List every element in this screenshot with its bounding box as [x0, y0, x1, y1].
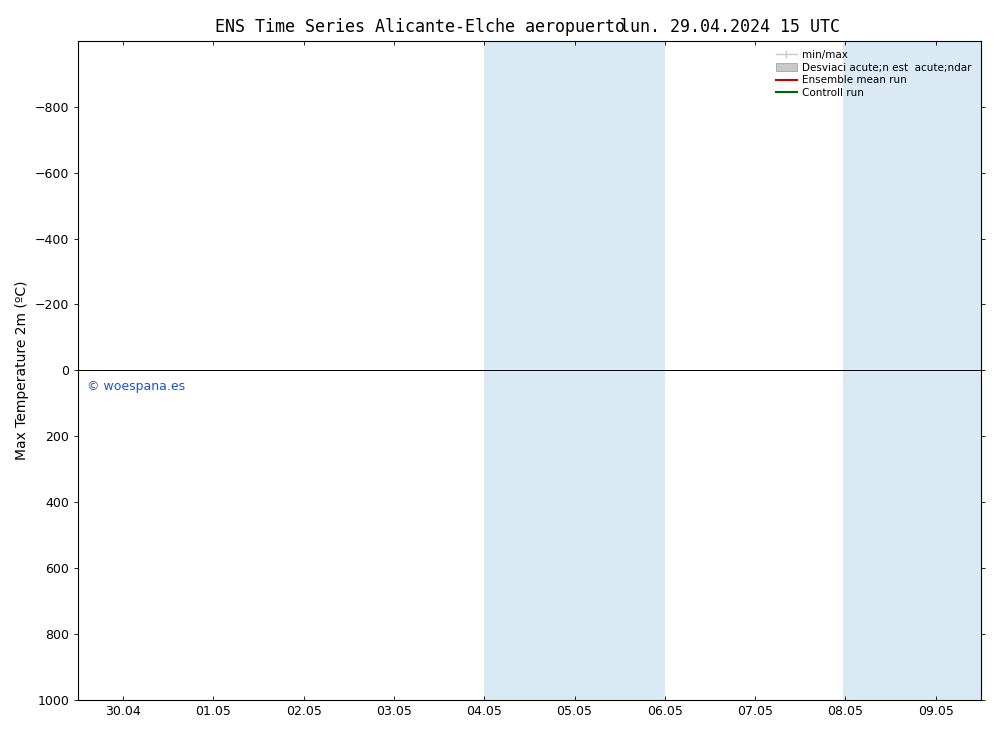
Legend: min/max, Desviaci acute;n est  acute;ndar, Ensemble mean run, Controll run: min/max, Desviaci acute;n est acute;ndar… — [772, 46, 976, 102]
Bar — [843, 40, 981, 700]
Text: © woespana.es: © woespana.es — [87, 380, 185, 394]
Text: ENS Time Series Alicante-Elche aeropuerto: ENS Time Series Alicante-Elche aeropuert… — [215, 18, 625, 37]
Y-axis label: Max Temperature 2m (ºC): Max Temperature 2m (ºC) — [15, 281, 29, 460]
Bar — [484, 40, 665, 700]
Text: lun. 29.04.2024 15 UTC: lun. 29.04.2024 15 UTC — [620, 18, 840, 37]
